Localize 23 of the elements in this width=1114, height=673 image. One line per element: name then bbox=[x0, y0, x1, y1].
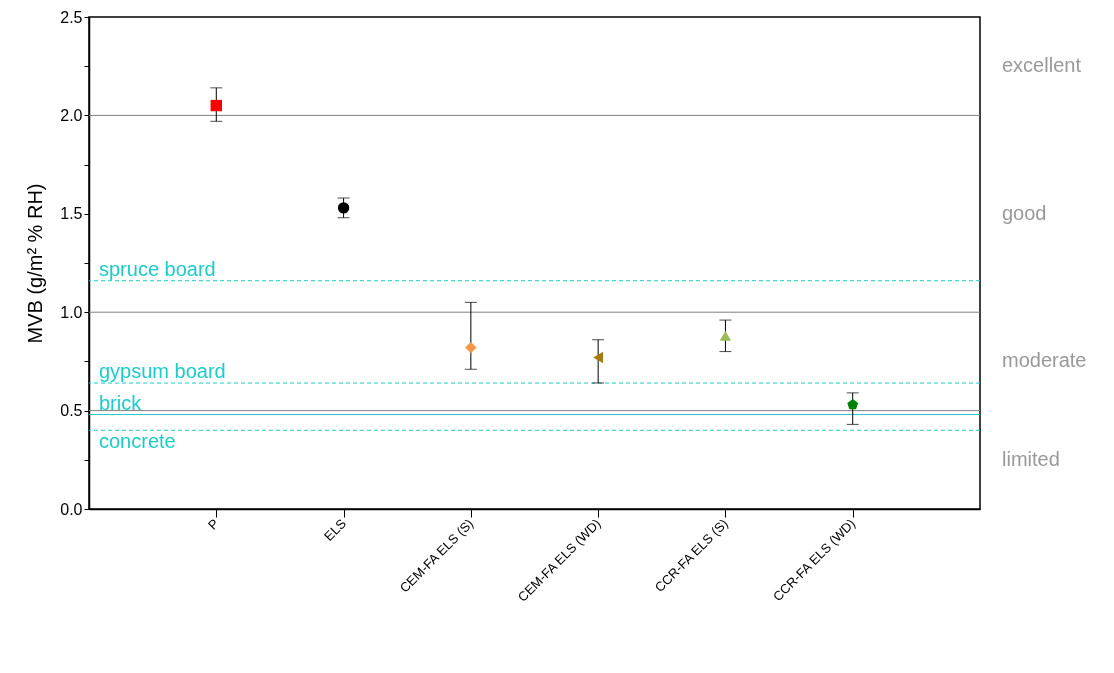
point bbox=[210, 99, 222, 112]
text: excellent bbox=[1002, 54, 1082, 77]
x-tick-label: P bbox=[205, 515, 222, 533]
y-tick-label: 2.0 bbox=[60, 106, 83, 124]
point bbox=[847, 399, 859, 410]
y-tick-label: 0.5 bbox=[60, 402, 83, 420]
y-tick-label: 1.0 bbox=[60, 303, 83, 321]
ref-line-label: brick bbox=[99, 391, 143, 414]
point bbox=[719, 330, 732, 341]
text: limited bbox=[1002, 447, 1060, 470]
ref-line-label: gypsum board bbox=[99, 360, 226, 383]
y-tick-label: 1.5 bbox=[60, 205, 83, 223]
y-tick-label: 0.0 bbox=[60, 500, 83, 518]
text: good bbox=[1002, 201, 1047, 224]
y-axis-title: MVB (g/m² % RH) bbox=[24, 183, 47, 344]
point bbox=[337, 202, 350, 214]
text: moderate bbox=[1002, 349, 1087, 372]
x-tick-label: ELS bbox=[321, 515, 350, 544]
y-tick-label: 2.5 bbox=[60, 8, 83, 26]
point bbox=[465, 341, 477, 354]
point bbox=[593, 351, 604, 364]
ref-line-label: spruce board bbox=[99, 257, 216, 280]
ref-line-label: concrete bbox=[99, 430, 176, 453]
